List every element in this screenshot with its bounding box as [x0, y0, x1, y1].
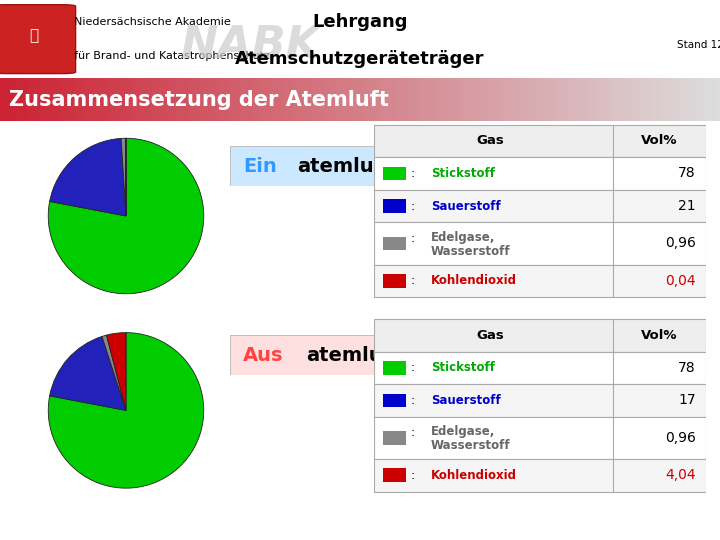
Text: Stickstoff: Stickstoff [431, 361, 495, 374]
Text: Gas: Gas [477, 329, 504, 342]
Bar [374, 417, 706, 459]
Text: 0,96: 0,96 [665, 237, 696, 251]
Wedge shape [107, 333, 126, 410]
Text: Sauerstoff: Sauerstoff [431, 394, 500, 407]
Text: Ein: Ein [243, 157, 276, 176]
Text: Kohlendioxid: Kohlendioxid [431, 469, 517, 482]
Wedge shape [50, 138, 126, 216]
Bar [383, 237, 406, 251]
Wedge shape [50, 336, 126, 410]
FancyBboxPatch shape [0, 5, 76, 73]
Text: Zusammensetzung der Atemluft: Zusammensetzung der Atemluft [9, 90, 389, 110]
Text: :: : [410, 274, 415, 287]
Text: Gas: Gas [477, 134, 504, 147]
Text: Kohlendioxid: Kohlendioxid [431, 274, 517, 287]
Bar [383, 199, 406, 213]
Text: atemluft: atemluft [307, 346, 401, 365]
Bar [374, 352, 706, 384]
Bar [383, 394, 406, 407]
Text: :: : [410, 394, 415, 407]
Bar [383, 167, 406, 180]
Text: Vol%: Vol% [641, 134, 678, 147]
Bar [383, 431, 406, 445]
Wedge shape [102, 335, 126, 410]
Text: :: : [410, 199, 415, 213]
Text: Lehrgang: Lehrgang [312, 13, 408, 31]
Text: 4,04: 4,04 [665, 468, 696, 482]
Text: 78: 78 [678, 166, 696, 180]
Wedge shape [121, 138, 126, 216]
Text: Sauerstoff: Sauerstoff [431, 199, 500, 213]
Text: Aus: Aus [243, 346, 284, 365]
Text: :: : [410, 361, 415, 374]
Wedge shape [48, 138, 204, 294]
Text: :: : [410, 167, 415, 180]
Bar [383, 361, 406, 375]
Text: :: : [410, 426, 415, 439]
Bar [374, 190, 706, 222]
Text: Edelgase,: Edelgase, [431, 425, 495, 438]
Text: 17: 17 [678, 394, 696, 407]
Bar [383, 274, 406, 288]
Bar [374, 222, 706, 265]
Bar [374, 459, 706, 491]
FancyBboxPatch shape [230, 146, 389, 186]
Text: atemluft: atemluft [297, 157, 392, 176]
Text: Edelgase,: Edelgase, [431, 231, 495, 244]
Text: Wasserstoff: Wasserstoff [431, 245, 510, 258]
Bar [374, 384, 706, 417]
Bar [374, 319, 706, 352]
Text: :: : [410, 232, 415, 245]
Text: NABK: NABK [180, 24, 320, 67]
Text: Atemschutzgeräteträger: Atemschutzgeräteträger [235, 50, 485, 68]
Text: Stickstoff: Stickstoff [431, 167, 495, 180]
Bar [374, 265, 706, 297]
Bar [374, 125, 706, 157]
Bar [374, 157, 706, 190]
Bar [383, 468, 406, 482]
Text: Wasserstoff: Wasserstoff [431, 439, 510, 452]
Text: Vol%: Vol% [641, 329, 678, 342]
Text: 🐎: 🐎 [30, 28, 39, 43]
Text: Niedersächsische Akademie: Niedersächsische Akademie [74, 17, 231, 27]
Text: :: : [410, 469, 415, 482]
Text: Stand 12/12: Stand 12/12 [677, 40, 720, 50]
Text: 21: 21 [678, 199, 696, 213]
Text: 0,04: 0,04 [665, 274, 696, 288]
Text: 0,96: 0,96 [665, 431, 696, 445]
FancyBboxPatch shape [230, 335, 389, 375]
Text: 78: 78 [678, 361, 696, 375]
Text: für Brand- und Katastrophenschutz: für Brand- und Katastrophenschutz [74, 51, 270, 62]
Wedge shape [48, 333, 204, 488]
